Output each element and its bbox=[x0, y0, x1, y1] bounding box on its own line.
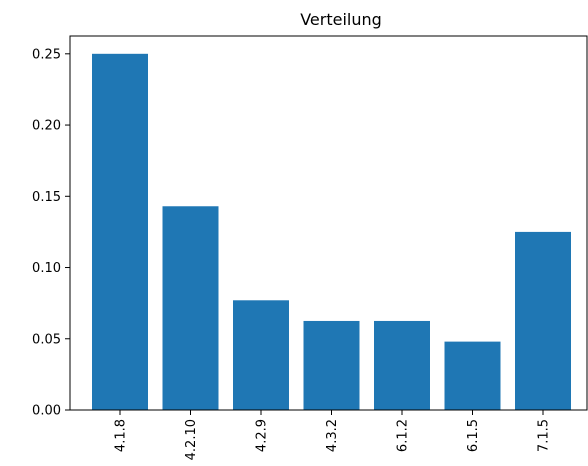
bars-group bbox=[92, 53, 571, 411]
bar-4-2-9 bbox=[233, 300, 289, 410]
y-tick-label: 0.20 bbox=[32, 119, 61, 134]
y-axis: 0.00 0.05 0.10 0.15 0.20 0.25 bbox=[32, 47, 70, 419]
x-tick-label: 4.1.8 bbox=[114, 419, 129, 452]
chart-title: Verteilung bbox=[300, 10, 382, 29]
bar-7-1-5 bbox=[515, 231, 571, 410]
y-tick-label: 0.05 bbox=[32, 332, 61, 347]
bar-4-2-10 bbox=[162, 206, 219, 410]
x-tick-label: 4.2.10 bbox=[184, 419, 199, 460]
x-axis: 4.1.8 4.2.10 4.2.9 4.3.2 6.1.2 6.1.5 7.1.5 bbox=[114, 410, 552, 460]
x-tick-label: 6.1.5 bbox=[466, 419, 481, 452]
y-tick-label: 0.10 bbox=[32, 261, 61, 276]
bar-6-1-5 bbox=[444, 341, 501, 410]
x-tick-label: 4.2.9 bbox=[255, 419, 270, 452]
x-tick-label: 6.1.2 bbox=[396, 419, 411, 452]
y-tick-label: 0.00 bbox=[32, 404, 61, 419]
bar-4-1-8 bbox=[92, 53, 148, 411]
y-tick-label: 0.15 bbox=[32, 190, 61, 205]
x-tick-label: 4.3.2 bbox=[325, 419, 340, 452]
bar-4-3-2 bbox=[303, 320, 360, 410]
bar-6-1-2 bbox=[374, 320, 430, 410]
y-tick-label: 0.25 bbox=[32, 47, 61, 62]
x-tick-label: 7.1.5 bbox=[537, 419, 552, 452]
plot-frame bbox=[69, 35, 588, 411]
